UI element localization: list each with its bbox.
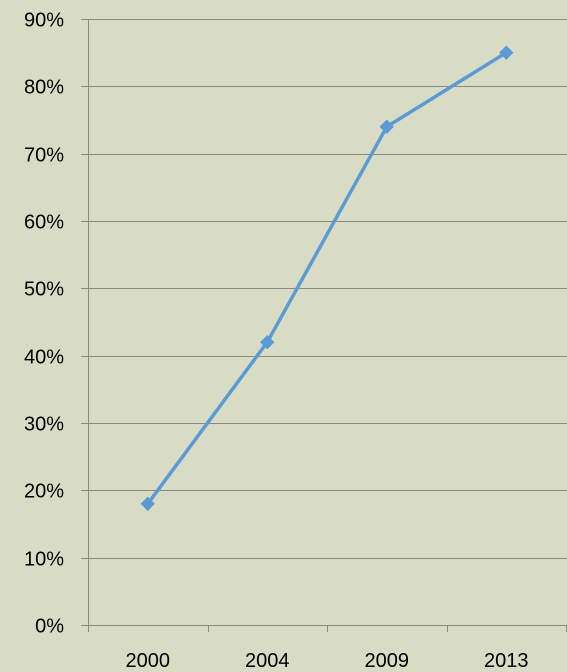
x-tick-label: 2000 [126,650,171,672]
y-tick-label: 50% [24,279,64,301]
x-tick-label: 2004 [245,650,290,672]
series-line [146,50,508,506]
y-tick-label: 60% [24,212,64,234]
y-tick-label: 70% [24,145,64,167]
data-point-marker [140,496,155,512]
y-tick-label: 40% [24,347,64,369]
y-tick-label: 30% [24,414,64,436]
gridlines [88,19,567,559]
series-layer [140,45,514,512]
data-point-marker [499,45,514,60]
y-tick-label: 20% [24,481,64,503]
data-point-marker [379,119,394,134]
y-tick-label: 0% [35,616,64,638]
x-tick-label: 2013 [484,650,529,672]
y-axis-tick-labels: 0% 10% 20% 30% 40% 50% 60% 70% 80% 90% [24,10,64,638]
y-tick-label: 80% [24,77,64,99]
x-tick-label: 2009 [365,650,410,672]
axes [81,19,567,632]
x-axis-tick-labels: 2000 2004 2009 2013 [126,650,529,672]
data-point-marker [260,334,275,350]
y-tick-label: 90% [24,10,64,32]
y-tick-label: 10% [24,549,64,571]
